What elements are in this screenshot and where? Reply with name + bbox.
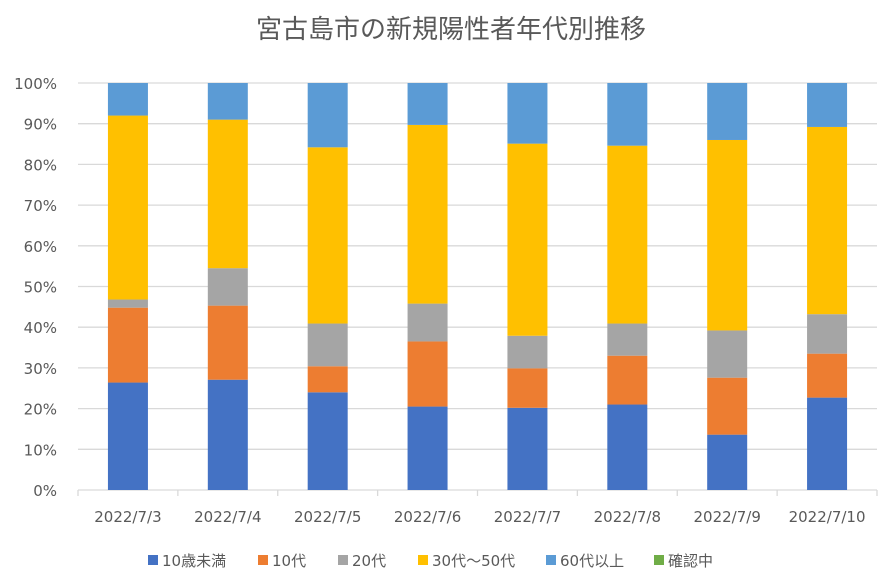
bar-segment bbox=[507, 83, 548, 144]
bar-segment bbox=[607, 323, 648, 356]
bar-segment bbox=[507, 368, 548, 408]
y-tick-label: 60% bbox=[24, 238, 57, 256]
x-tick-label: 2022/7/8 bbox=[594, 508, 661, 526]
bar-segment bbox=[707, 83, 748, 140]
legend-swatch bbox=[654, 555, 664, 565]
x-tick-label: 2022/7/9 bbox=[694, 508, 761, 526]
bar-segment bbox=[507, 335, 548, 369]
legend-swatch bbox=[148, 555, 158, 565]
x-tick-label: 2022/7/10 bbox=[789, 508, 866, 526]
bar-segment bbox=[607, 83, 648, 146]
bar-segment bbox=[807, 126, 848, 315]
bar-segment bbox=[407, 406, 448, 490]
y-tick-label: 50% bbox=[24, 279, 57, 297]
bar-segment bbox=[207, 83, 248, 120]
x-tick-label: 2022/7/7 bbox=[494, 508, 561, 526]
bar-segment bbox=[807, 397, 848, 490]
bar-segment bbox=[107, 307, 148, 383]
y-tick-label: 40% bbox=[24, 319, 57, 337]
bar-segment bbox=[607, 355, 648, 405]
bar-segment bbox=[807, 353, 848, 398]
bar-segment bbox=[407, 83, 448, 125]
bar-segment bbox=[707, 139, 748, 331]
legend-swatch bbox=[418, 555, 428, 565]
legend-swatch bbox=[258, 555, 268, 565]
bar-segment bbox=[207, 119, 248, 269]
bar-segment bbox=[707, 434, 748, 490]
bar-segment bbox=[307, 392, 348, 490]
bar-segment bbox=[607, 404, 648, 490]
y-tick-label: 30% bbox=[24, 360, 57, 378]
y-tick-label: 80% bbox=[24, 156, 57, 174]
legend-swatch bbox=[546, 555, 556, 565]
bar-segment bbox=[307, 366, 348, 393]
bar-segment bbox=[407, 341, 448, 407]
chart-title: 宮古島市の新規陽性者年代別推移 bbox=[256, 15, 646, 45]
bar-segment bbox=[207, 379, 248, 490]
bar-segment bbox=[507, 143, 548, 336]
bar-segment bbox=[107, 115, 148, 300]
x-tick-label: 2022/7/4 bbox=[194, 508, 261, 526]
legend-label: 10代 bbox=[272, 552, 306, 570]
y-tick-label: 90% bbox=[24, 116, 57, 134]
x-tick-label: 2022/7/3 bbox=[94, 508, 161, 526]
bar-segment bbox=[407, 124, 448, 304]
bar-segment bbox=[807, 83, 848, 127]
bar-segment bbox=[307, 83, 348, 148]
x-tick-label: 2022/7/5 bbox=[294, 508, 361, 526]
bar-segment bbox=[307, 323, 348, 367]
y-tick-label: 0% bbox=[33, 482, 57, 500]
legend-label: 10歳未満 bbox=[162, 552, 226, 570]
y-tick-label: 100% bbox=[14, 75, 57, 93]
legend-swatch bbox=[338, 555, 348, 565]
bar-segment bbox=[107, 299, 148, 308]
bar-segment bbox=[607, 145, 648, 324]
bar-segment bbox=[207, 305, 248, 380]
bar-segment bbox=[107, 382, 148, 490]
y-tick-label: 10% bbox=[24, 441, 57, 459]
bar-segment bbox=[807, 314, 848, 354]
x-tick-label: 2022/7/6 bbox=[394, 508, 461, 526]
bar-segment bbox=[707, 330, 748, 378]
bar-segment bbox=[207, 268, 248, 306]
y-tick-label: 20% bbox=[24, 401, 57, 419]
bar-segment bbox=[307, 147, 348, 324]
legend-label: 20代 bbox=[352, 552, 386, 570]
bar-segment bbox=[107, 83, 148, 116]
bar-segment bbox=[707, 377, 748, 435]
bar-segment bbox=[407, 303, 448, 342]
legend-label: 60代以上 bbox=[560, 552, 624, 570]
legend-label: 確認中 bbox=[668, 552, 713, 570]
y-tick-label: 70% bbox=[24, 197, 57, 215]
bar-segment bbox=[507, 407, 548, 490]
legend-label: 30代～50代 bbox=[432, 552, 515, 570]
